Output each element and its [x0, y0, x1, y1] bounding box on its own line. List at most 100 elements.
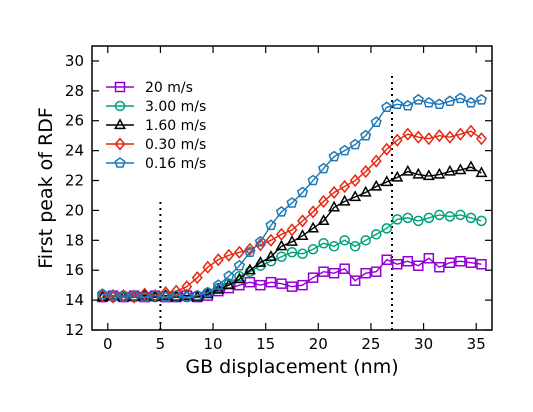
- data-point: [360, 235, 371, 246]
- data-point: [170, 289, 182, 301]
- data-point: [307, 221, 320, 233]
- data-point: [454, 163, 467, 175]
- data-point: [244, 246, 256, 258]
- y-tick-label: 20: [65, 201, 84, 219]
- data-point: [381, 101, 393, 113]
- data-point: [96, 288, 109, 299]
- data-point: [339, 235, 350, 246]
- series-0-16-m-s: [96, 92, 488, 302]
- data-point: [317, 162, 330, 174]
- data-point: [349, 173, 361, 188]
- data-point: [444, 257, 456, 268]
- data-point: [370, 116, 382, 127]
- data-point: [392, 214, 403, 225]
- series-1-60-m-s: [96, 160, 488, 302]
- data-point: [114, 137, 126, 151]
- data-point: [254, 235, 267, 247]
- data-point: [381, 254, 392, 265]
- data-point: [465, 257, 477, 268]
- data-point: [212, 279, 224, 290]
- legend-label: 20 m/s: [145, 80, 193, 96]
- data-point: [181, 291, 193, 302]
- y-tick-label: 30: [65, 52, 84, 70]
- data-point: [149, 289, 161, 301]
- data-point: [276, 251, 287, 263]
- legend-entry: 0.30 m/s: [106, 137, 206, 153]
- data-point: [392, 258, 403, 270]
- y-tick-label: 14: [65, 291, 84, 309]
- data-point: [402, 127, 414, 141]
- data-point: [402, 99, 414, 111]
- data-point: [370, 229, 382, 240]
- data-point: [160, 291, 172, 302]
- data-point: [328, 185, 340, 200]
- data-point: [338, 194, 351, 206]
- data-point: [423, 212, 435, 224]
- data-point: [370, 154, 382, 168]
- data-point: [244, 276, 256, 288]
- data-point: [370, 266, 382, 277]
- data-point: [412, 167, 425, 179]
- data-point: [275, 239, 288, 251]
- data-point: [114, 100, 126, 112]
- data-point: [307, 174, 319, 186]
- data-point: [297, 214, 309, 228]
- data-point: [422, 169, 435, 181]
- data-point: [476, 258, 487, 270]
- x-tick-label: 25: [361, 335, 380, 353]
- data-point: [454, 127, 466, 141]
- legend-entry: 20 m/s: [106, 80, 193, 96]
- data-point: [117, 291, 130, 302]
- data-point: [139, 287, 151, 301]
- x-tick-label: 30: [414, 335, 433, 353]
- data-point: [286, 235, 298, 246]
- data-point: [464, 160, 477, 172]
- x-tick-label: 0: [103, 335, 113, 353]
- data-point: [212, 253, 224, 267]
- data-point: [349, 241, 361, 252]
- x-tick-label: 20: [309, 335, 328, 353]
- y-tick-label: 24: [65, 142, 84, 160]
- data-point: [434, 209, 445, 221]
- data-point: [423, 96, 435, 108]
- data-point: [443, 164, 456, 176]
- data-point: [349, 138, 361, 150]
- data-point: [317, 214, 330, 226]
- data-point: [297, 248, 308, 260]
- data-point: [170, 284, 182, 298]
- data-point: [380, 175, 393, 187]
- series-line: [102, 166, 482, 298]
- y-tick-label: 28: [65, 82, 84, 100]
- data-point: [328, 200, 341, 212]
- data-point: [128, 290, 140, 304]
- data-point: [202, 260, 214, 274]
- data-point: [475, 93, 488, 105]
- data-point: [97, 289, 109, 303]
- data-point: [444, 95, 456, 107]
- data-point: [114, 118, 126, 130]
- y-tick-label: 12: [65, 321, 84, 339]
- data-point: [444, 130, 456, 144]
- data-point: [433, 167, 446, 179]
- data-point: [275, 206, 288, 217]
- y-tick-label: 22: [65, 172, 84, 190]
- legend-entry: 3.00 m/s: [106, 99, 206, 115]
- y-tick-label: 16: [65, 261, 84, 279]
- data-point: [265, 233, 277, 247]
- legend: 20 m/s 3.00 m/s 1.60 m/s 0.30 m/s 0.16 m/s: [106, 80, 206, 172]
- data-point: [307, 272, 319, 283]
- data-point: [223, 248, 235, 262]
- data-point: [381, 223, 392, 234]
- data-point: [391, 133, 403, 147]
- data-point: [413, 215, 424, 227]
- data-point: [149, 289, 161, 303]
- data-point: [401, 164, 414, 176]
- y-axis-label: First peak of RDF: [35, 107, 57, 269]
- data-point: [402, 255, 414, 267]
- data-point: [114, 157, 126, 168]
- data-point: [222, 278, 235, 290]
- data-point: [264, 250, 277, 261]
- x-tick-label: 35: [467, 335, 486, 353]
- data-point: [128, 289, 140, 301]
- data-point: [339, 179, 351, 194]
